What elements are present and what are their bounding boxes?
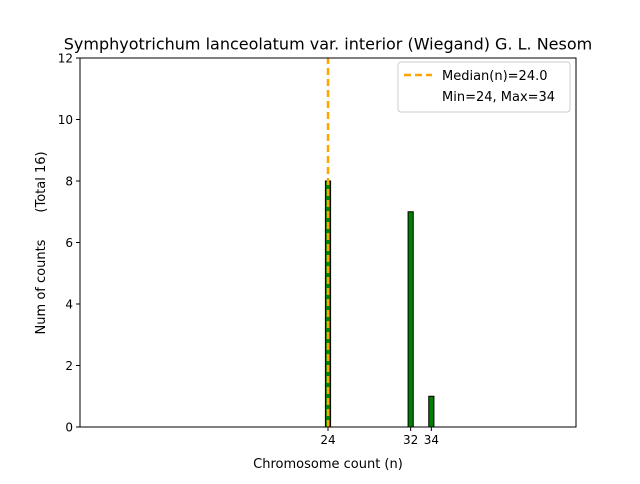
x-tick-label: 24 bbox=[320, 433, 335, 447]
x-axis-label: Chromosome count (n) bbox=[253, 457, 403, 472]
y-tick-label: 10 bbox=[58, 113, 73, 127]
y-axis-label-group: Num of counts (Total 16) bbox=[34, 151, 49, 334]
y-tick-label: 2 bbox=[65, 359, 73, 373]
y-axis-label: Num of counts bbox=[34, 239, 49, 334]
bar-32 bbox=[407, 211, 414, 428]
legend-entry-median: Median(n)=24.0 bbox=[442, 69, 548, 84]
y-tick-label: 12 bbox=[58, 52, 73, 66]
y-axis-total-label: (Total 16) bbox=[34, 151, 49, 212]
legend: Median(n)=24.0 Min=24, Max=34 bbox=[397, 61, 571, 113]
y-tick-label: 4 bbox=[65, 298, 73, 312]
y-axis: 0 2 4 6 8 10 12 bbox=[58, 52, 80, 435]
y-tick-label: 8 bbox=[65, 175, 73, 189]
chart-title: Symphyotrichum lanceolatum var. interior… bbox=[64, 35, 592, 54]
x-tick-label: 32 bbox=[403, 433, 418, 447]
y-tick-label: 6 bbox=[65, 236, 73, 250]
legend-box bbox=[397, 61, 571, 113]
y-tick-label: 0 bbox=[65, 421, 73, 435]
x-tick-label: 34 bbox=[424, 433, 439, 447]
bar-34 bbox=[428, 395, 435, 428]
x-axis: 24 32 34 bbox=[320, 427, 439, 447]
legend-entry-min-max: Min=24, Max=34 bbox=[442, 90, 555, 105]
